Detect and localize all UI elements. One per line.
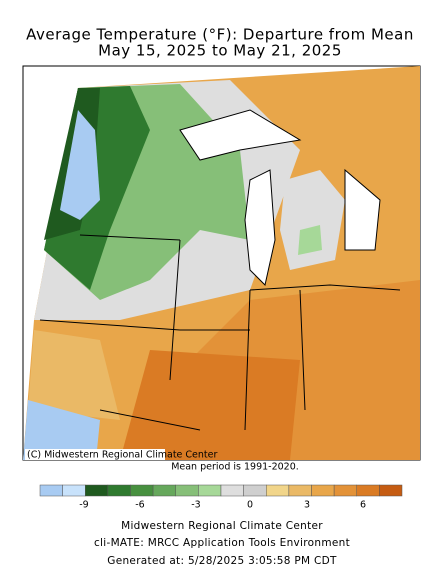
color-swatch	[107, 484, 131, 497]
colorbar-tick-label: -6	[135, 500, 144, 511]
color-swatch	[198, 484, 222, 497]
footer-line: Generated at: 5/28/2025 3:05:58 PM CDT	[107, 555, 337, 567]
footer-line: cli-MATE: MRCC Application Tools Environ…	[94, 537, 350, 549]
mean-period-note: Mean period is 1991-2020.	[171, 462, 299, 473]
copyright: (C) Midwestern Regional Climate Center	[27, 450, 217, 461]
colorbar-tick-label: -3	[191, 500, 200, 511]
color-swatch	[333, 484, 357, 497]
color-swatch	[220, 484, 244, 497]
color-swatch	[39, 484, 63, 497]
colorbar: -9 -6 -3 0 3 6	[39, 484, 403, 511]
color-swatch	[130, 484, 154, 497]
color-swatch	[62, 484, 86, 497]
map: (C) Midwestern Regional Climate Center	[22, 65, 421, 461]
footer-line: Midwestern Regional Climate Center	[121, 520, 323, 532]
colorbar-tick-label: 6	[360, 500, 366, 511]
color-swatch	[311, 484, 335, 497]
color-swatch	[152, 484, 176, 497]
color-swatch	[85, 484, 109, 497]
colorbar-tick-label: 3	[304, 500, 310, 511]
colorbar-tick-label: 0	[247, 500, 253, 511]
color-swatch	[288, 484, 312, 497]
title-line: Average Temperature (°F): Departure from…	[26, 26, 414, 44]
color-swatch	[379, 484, 403, 497]
color-swatch	[175, 484, 199, 497]
color-swatch	[243, 484, 267, 497]
color-swatch	[266, 484, 290, 497]
title-line: May 15, 2025 to May 21, 2025	[98, 42, 342, 60]
color-swatch	[356, 484, 380, 497]
colorbar-tick-label: -9	[79, 500, 88, 511]
